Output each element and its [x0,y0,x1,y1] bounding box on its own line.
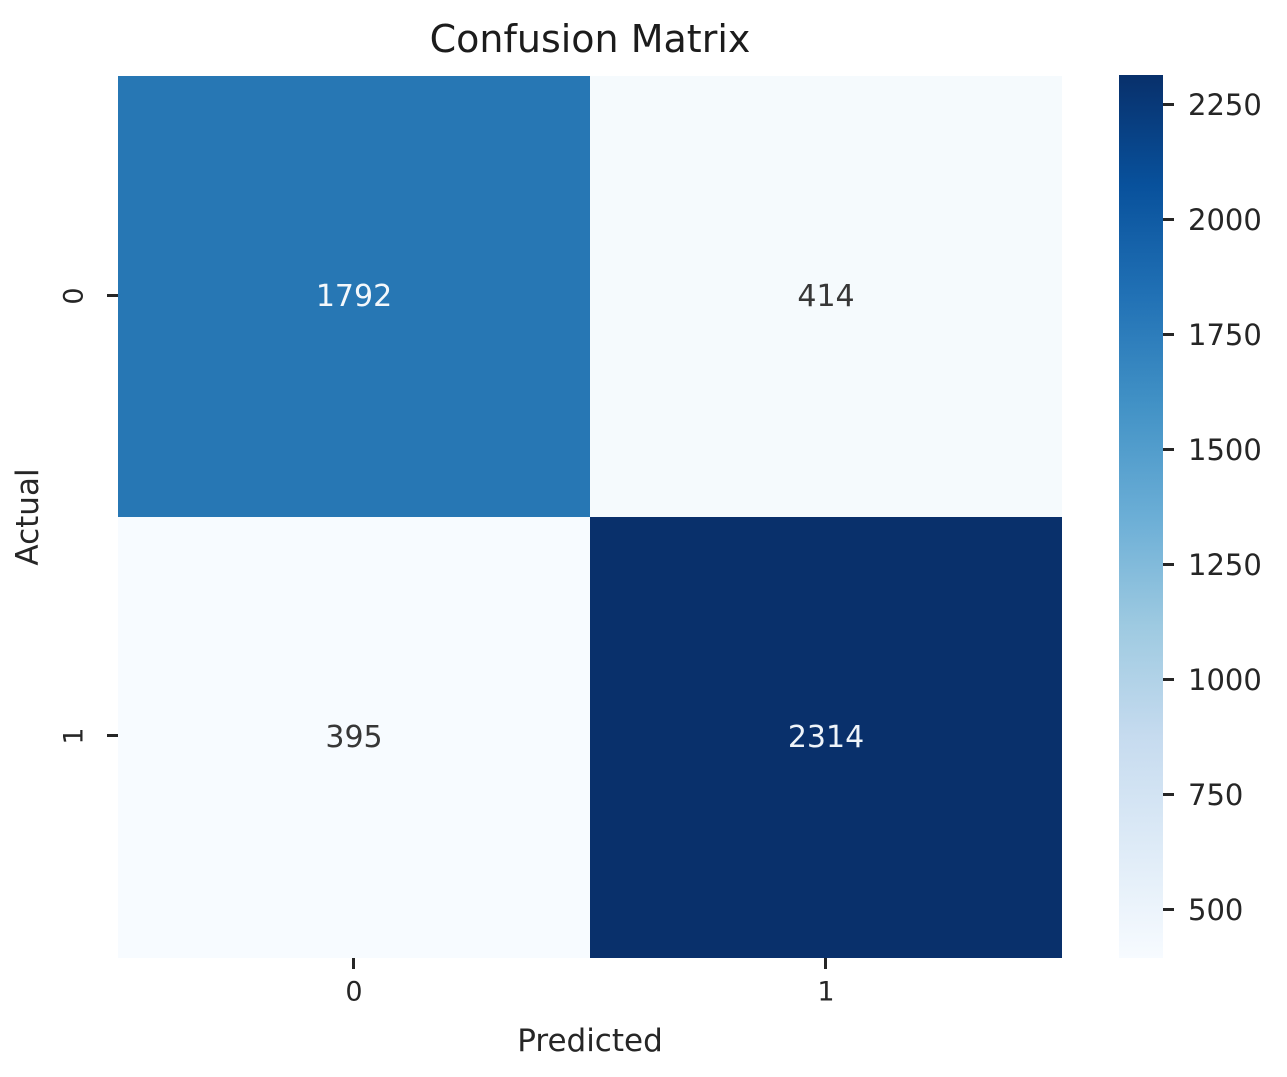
y-tick-mark-1 [107,734,118,737]
heatmap-grid: 1792 414 395 2314 [118,76,1062,958]
colorbar-tick-label: 2250 [1188,88,1262,122]
x-tick-mark-1 [824,958,827,969]
colorbar-tick-label: 1500 [1188,433,1262,467]
colorbar-tick-label: 1000 [1188,663,1262,697]
colorbar-gradient [1119,75,1163,958]
matrix-cell-actual0-pred1: 414 [590,76,1062,517]
colorbar-tick-mark [1163,218,1174,221]
chart-title: Confusion Matrix [429,17,751,61]
x-axis-label: Predicted [517,1023,663,1059]
colorbar-tick-mark [1163,563,1174,566]
x-tick-label-0: 0 [345,976,363,1008]
colorbar-tick-mark [1163,908,1174,911]
y-tick-label-0: 0 [58,287,90,305]
matrix-cell-actual1-pred1: 2314 [590,517,1062,958]
colorbar-tick-label: 500 [1188,893,1244,927]
colorbar-tick-mark [1163,678,1174,681]
colorbar-tick-mark [1163,793,1174,796]
y-axis-label: Actual [10,468,46,566]
matrix-cell-actual0-pred0: 1792 [118,76,590,517]
x-tick-mark-0 [352,958,355,969]
colorbar-tick-mark [1163,448,1174,451]
colorbar-tick-label: 1250 [1188,548,1262,582]
matrix-cell-actual1-pred0: 395 [118,517,590,958]
colorbar-tick-label: 2000 [1188,203,1262,237]
colorbar-tick-mark [1163,103,1174,106]
colorbar-tick-label: 1750 [1188,318,1262,352]
colorbar-tick-label: 750 [1188,778,1244,812]
y-tick-mark-0 [107,294,118,297]
y-tick-label-1: 1 [58,727,90,745]
x-tick-label-1: 1 [817,976,835,1008]
colorbar-tick-mark [1163,333,1174,336]
